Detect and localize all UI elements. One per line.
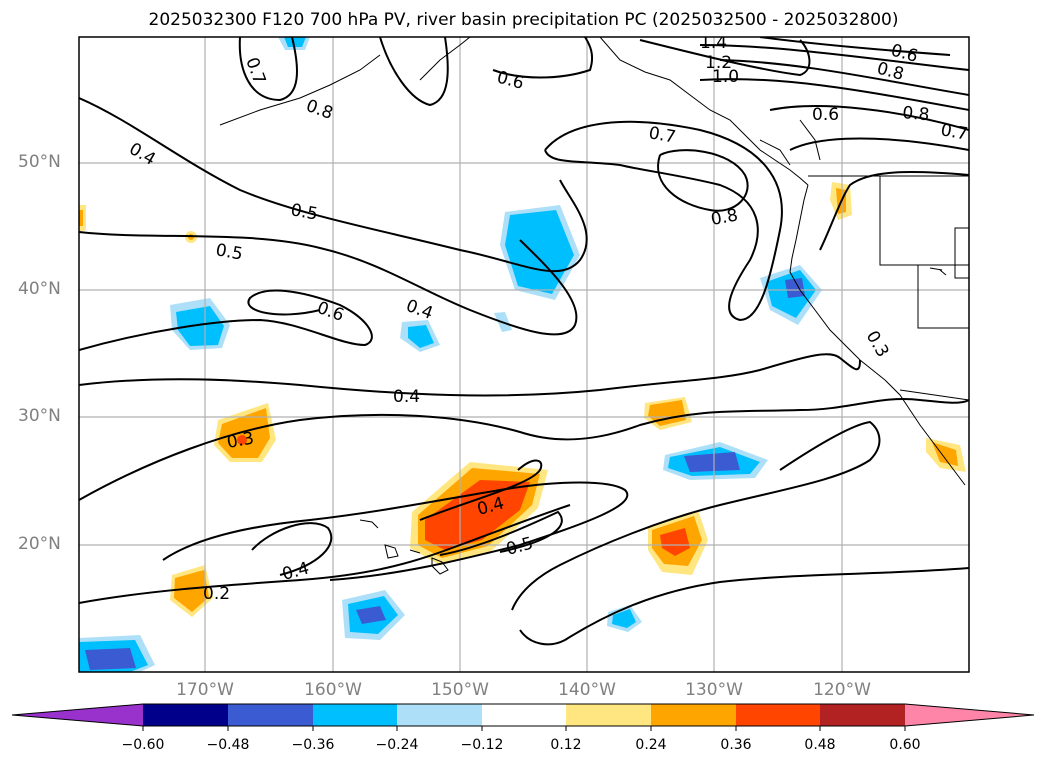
colorbar-segment [228, 704, 313, 726]
lon-label-120w: 120°W [813, 680, 871, 700]
lon-label-140w: 140°W [558, 680, 616, 700]
colorbar-tick-label: −0.36 [291, 737, 335, 753]
contour-label: 0.8 [709, 206, 739, 230]
colorbar-segment [397, 704, 482, 726]
lon-label-170w: 170°W [176, 680, 234, 700]
pv-contours [79, 37, 969, 646]
colorbar-tick-label: −0.48 [206, 737, 250, 753]
lat-label-30n: 30°N [18, 406, 61, 426]
contour-label: 0.6 [812, 105, 839, 125]
colorbar-segment [820, 704, 905, 726]
colorbar-segment [313, 704, 397, 726]
colorbar [11, 703, 1035, 731]
contour-label: 0.4 [393, 387, 420, 407]
colorbar-tick-label: 0.60 [889, 737, 921, 753]
colorbar-tick-label: 0.12 [550, 737, 582, 753]
contour-label: 1.4 [700, 33, 727, 53]
map-area [79, 37, 969, 672]
contour-label: 0.3 [225, 429, 255, 453]
map-title: 2025032300 F120 700 hPa PV, river basin … [148, 10, 899, 30]
lat-label-50n: 50°N [18, 152, 61, 172]
contour-label: 0.7 [647, 123, 677, 147]
lon-label-130w: 130°W [685, 680, 743, 700]
contour-label: 0.5 [214, 240, 244, 264]
lat-label-20n: 20°N [18, 534, 61, 554]
lon-label-150w: 150°W [431, 680, 489, 700]
contour-label: 0.7 [939, 120, 969, 144]
colorbar-tick-label: 0.36 [720, 737, 752, 753]
colorbar-tick-label: 0.24 [635, 737, 667, 753]
colorbar-tick-label: −0.24 [375, 737, 419, 753]
lat-label-40n: 40°N [18, 279, 61, 299]
gridlines [79, 37, 969, 672]
colorbar-tick-label: −0.12 [460, 737, 504, 753]
colorbar-segment [143, 704, 228, 726]
colorbar-tick-label: −0.60 [121, 737, 165, 753]
colorbar-segment [736, 704, 820, 726]
contour-label: 1.2 [705, 53, 732, 73]
map-frame [78, 36, 970, 673]
colorbar-segment [482, 704, 566, 726]
colorbar-arrow-left [12, 704, 143, 726]
contour-label: 0.8 [902, 103, 931, 125]
contour-label: 0.2 [203, 584, 230, 604]
colorbar-arrow-right [905, 704, 1034, 726]
lon-label-160w: 160°W [304, 680, 362, 700]
precipitation-shading [79, 37, 966, 672]
colorbar-segment [651, 704, 736, 726]
colorbar-tick-label: 0.48 [804, 737, 836, 753]
colorbar-segment [566, 704, 651, 726]
contour-label: 0.5 [289, 200, 319, 224]
contour-label: 1.0 [712, 67, 739, 87]
